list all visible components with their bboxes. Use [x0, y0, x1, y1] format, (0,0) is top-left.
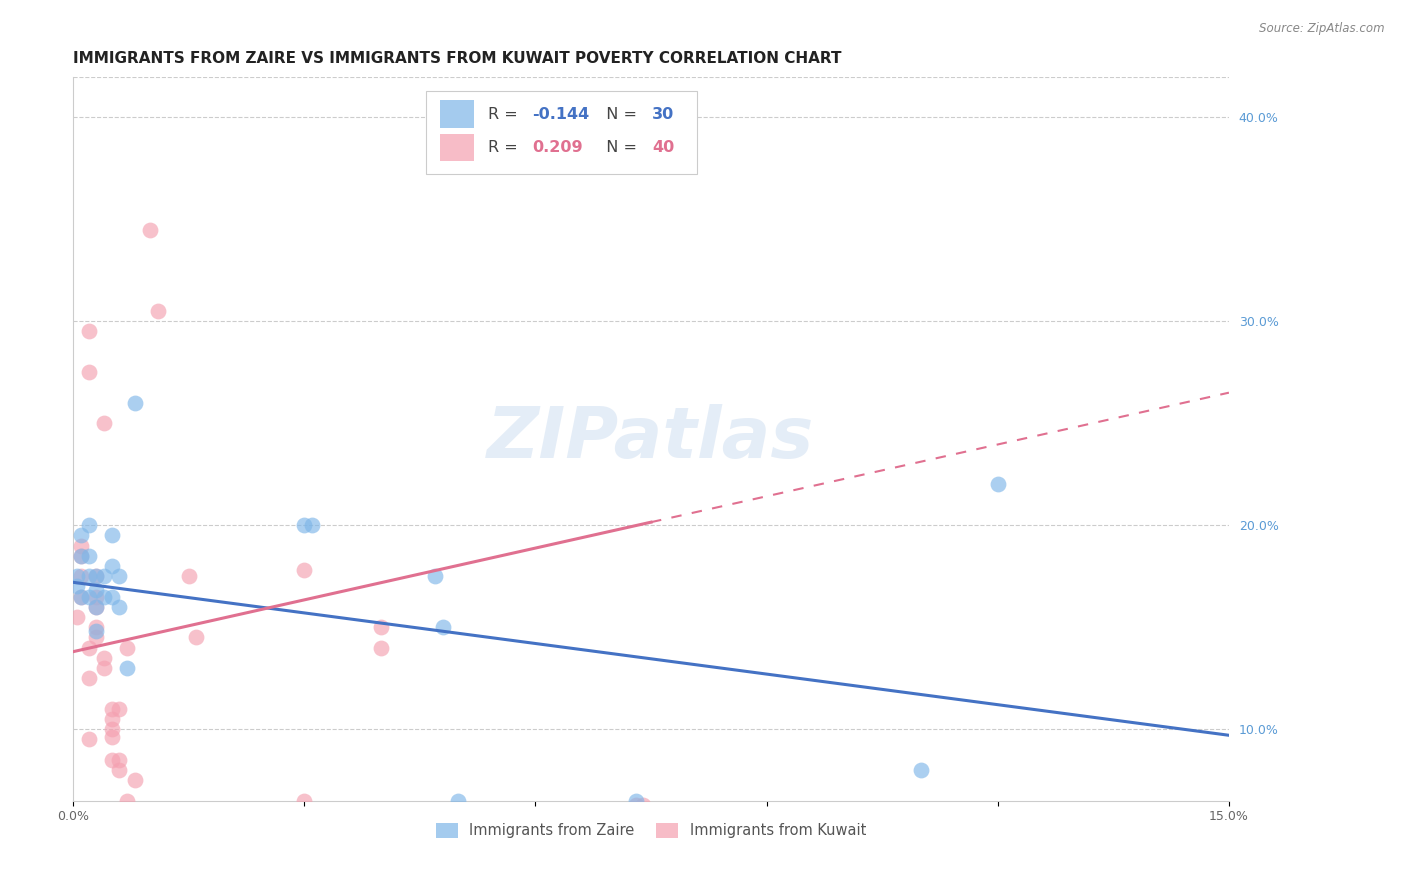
Point	[301, 518, 323, 533]
Point	[108, 763, 131, 777]
Text: R =: R =	[488, 107, 523, 121]
Legend: Immigrants from Zaire, Immigrants from Kuwait: Immigrants from Zaire, Immigrants from K…	[430, 817, 872, 844]
Point	[146, 304, 169, 318]
Point	[84, 599, 107, 614]
Point	[624, 797, 647, 812]
Point	[77, 671, 100, 685]
Point	[70, 590, 93, 604]
Point	[70, 590, 93, 604]
Point	[77, 518, 100, 533]
Point	[100, 590, 122, 604]
Point	[100, 722, 122, 736]
Point	[115, 793, 138, 807]
Point	[139, 222, 162, 236]
Point	[93, 650, 115, 665]
Point	[370, 640, 392, 655]
Point	[77, 590, 100, 604]
Point	[624, 807, 647, 822]
Point	[77, 640, 100, 655]
Text: N =: N =	[596, 107, 641, 121]
FancyBboxPatch shape	[426, 91, 697, 174]
Point	[108, 599, 131, 614]
Point	[108, 569, 131, 583]
Point	[84, 599, 107, 614]
Point	[108, 753, 131, 767]
Point	[66, 569, 89, 583]
Text: Source: ZipAtlas.com: Source: ZipAtlas.com	[1260, 22, 1385, 36]
Point	[186, 631, 208, 645]
Text: N =: N =	[596, 140, 641, 155]
Point	[77, 365, 100, 379]
Point	[66, 579, 89, 593]
Text: ZIPatlas: ZIPatlas	[488, 404, 814, 473]
Point	[370, 620, 392, 634]
Point	[987, 477, 1010, 491]
Point	[115, 661, 138, 675]
Point	[432, 620, 454, 634]
Point	[425, 569, 447, 583]
Point	[84, 631, 107, 645]
Point	[84, 569, 107, 583]
Point	[70, 528, 93, 542]
Point	[100, 753, 122, 767]
Point	[70, 549, 93, 563]
Point	[84, 590, 107, 604]
Point	[292, 563, 315, 577]
Bar	[440, 101, 474, 128]
Point	[624, 793, 647, 807]
Text: IMMIGRANTS FROM ZAIRE VS IMMIGRANTS FROM KUWAIT POVERTY CORRELATION CHART: IMMIGRANTS FROM ZAIRE VS IMMIGRANTS FROM…	[73, 51, 842, 66]
Text: 30: 30	[652, 107, 675, 121]
Point	[77, 732, 100, 747]
Point	[124, 773, 146, 788]
Text: -0.144: -0.144	[531, 107, 589, 121]
Point	[177, 569, 200, 583]
Point	[70, 549, 93, 563]
Point	[93, 417, 115, 431]
Point	[100, 712, 122, 726]
Point	[100, 528, 122, 542]
Point	[77, 549, 100, 563]
Point	[84, 624, 107, 639]
Point	[292, 518, 315, 533]
Point	[70, 539, 93, 553]
Point	[70, 569, 93, 583]
Point	[124, 396, 146, 410]
Point	[84, 569, 107, 583]
Point	[93, 569, 115, 583]
Point	[633, 797, 655, 812]
Point	[84, 620, 107, 634]
Point	[66, 610, 89, 624]
Point	[292, 793, 315, 807]
Text: 40: 40	[652, 140, 675, 155]
Point	[100, 731, 122, 745]
Bar	[440, 134, 474, 161]
Point	[100, 559, 122, 574]
Point	[77, 569, 100, 583]
Point	[447, 793, 470, 807]
Text: R =: R =	[488, 140, 523, 155]
Point	[910, 763, 932, 777]
Point	[93, 661, 115, 675]
Point	[77, 325, 100, 339]
Point	[84, 583, 107, 598]
Point	[115, 640, 138, 655]
Point	[100, 702, 122, 716]
Text: 0.209: 0.209	[531, 140, 582, 155]
Point	[93, 590, 115, 604]
Point	[108, 702, 131, 716]
